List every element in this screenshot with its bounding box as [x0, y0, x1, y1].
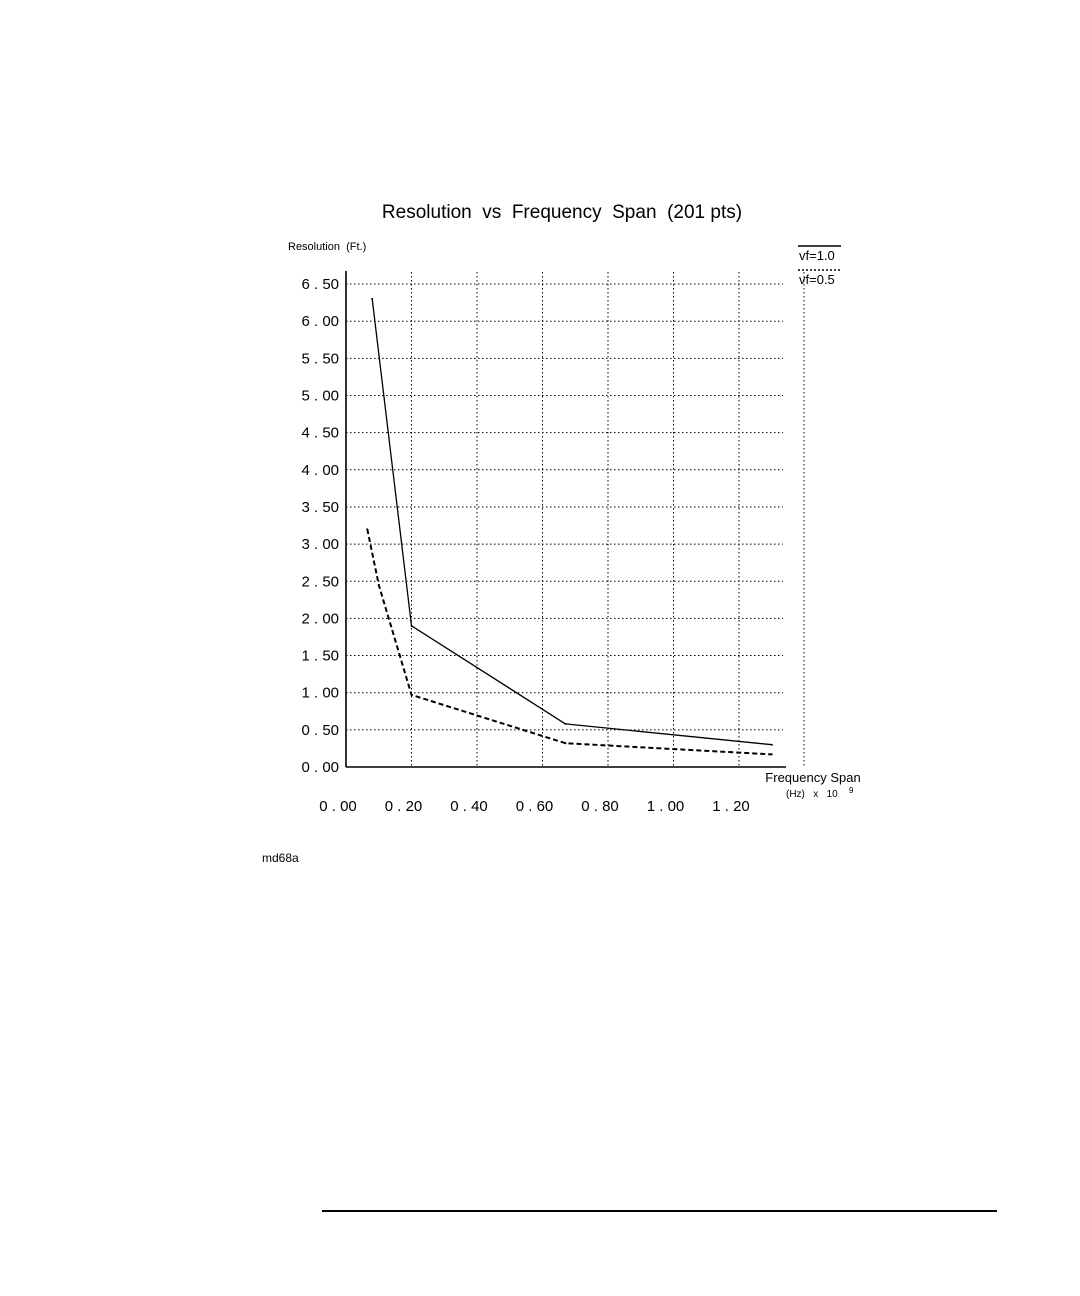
series-line-vf-1-0: [371, 298, 772, 746]
y-tick-label: 2 . 50: [301, 573, 339, 590]
y-tick-label: 5 . 00: [301, 388, 339, 405]
data-point: [410, 693, 413, 696]
y-tick-label: 0 . 00: [301, 759, 339, 776]
x-tick-label: 1 . 20: [712, 798, 750, 815]
y-tick-label: 4 . 50: [301, 425, 339, 442]
x-tick-label: 0 . 80: [581, 798, 619, 815]
y-tick-label: 1 . 00: [301, 685, 339, 702]
x-tick-label: 0 . 40: [450, 798, 488, 815]
y-tick-label: 6 . 50: [301, 276, 339, 293]
x-axis-exponent: 9: [849, 786, 854, 795]
x-tick-labels: 0 . 00 0 . 20 0 . 40 0 . 60 0 . 80 1 . 00 1 . …: [319, 798, 750, 815]
data-point: [377, 583, 380, 586]
legend-label: vf=0.5: [799, 272, 835, 287]
y-tick-label: 1 . 50: [301, 648, 339, 665]
y-tick-label: 0 . 50: [301, 722, 339, 739]
legend: vf=1.0 vf=0.5: [798, 245, 841, 287]
x-tick-label: 0 . 60: [516, 798, 554, 815]
footer-rule: [322, 1210, 997, 1212]
x-tick-label: 1 . 00: [647, 798, 685, 815]
grid-lines: [346, 272, 805, 767]
y-tick-label: 4 . 00: [301, 462, 339, 479]
x-tick-label: 0 . 00: [319, 798, 357, 815]
x-axis-unit: (Hz) x 10: [786, 789, 838, 800]
data-point: [770, 743, 773, 746]
series-line-vf-0-5: [366, 528, 772, 756]
data-point: [564, 742, 567, 745]
data-point: [564, 722, 567, 725]
x-axis-label: Frequency Span: [765, 770, 860, 785]
y-tick-label: 2 . 00: [301, 610, 339, 627]
data-point: [410, 624, 413, 627]
data-point: [770, 753, 773, 756]
y-tick-label: 5 . 50: [301, 350, 339, 367]
data-point: [366, 528, 369, 531]
figure-id: md68a: [262, 851, 299, 865]
chart-title: Resolution vs Frequency Span (201 pts): [382, 202, 742, 223]
x-tick-label: 0 . 20: [385, 798, 423, 815]
y-axis-label: Resolution (Ft.): [288, 241, 366, 253]
y-tick-label: 3 . 00: [301, 536, 339, 553]
y-tick-label: 6 . 00: [301, 313, 339, 330]
series-lines: [366, 297, 773, 756]
y-tick-labels: 0 . 00 0 . 50 1 . 00 1 . 50 2 . 00 2 . 50 3 . …: [301, 276, 339, 776]
y-tick-label: 3 . 50: [301, 499, 339, 516]
data-point: [371, 297, 374, 300]
legend-label: vf=1.0: [799, 248, 835, 263]
